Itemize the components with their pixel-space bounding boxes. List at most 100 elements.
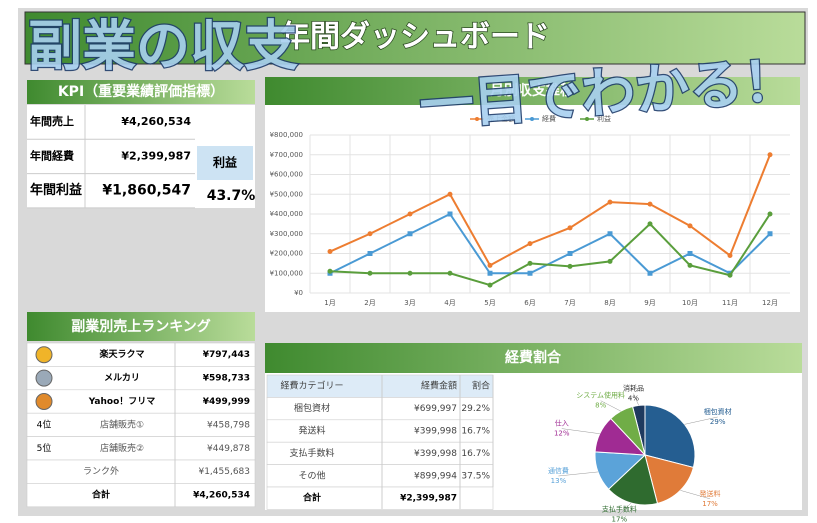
table-cell: ¥899,994	[414, 471, 457, 481]
ranking-amount: ¥499,999	[203, 397, 250, 407]
ranking-name: Yahoo！フリマ	[88, 396, 156, 407]
ranking-amount: ¥449,878	[207, 444, 250, 454]
overlay-text: 副業の収支	[28, 15, 298, 78]
y-tick-label: ¥700,000	[270, 151, 303, 159]
pie-slice	[607, 454, 659, 506]
table-cell: その他	[298, 469, 325, 481]
point	[767, 152, 773, 158]
x-tick-label: 5月	[484, 299, 495, 307]
kpi-label: 年間利益	[30, 182, 82, 198]
x-tick-label: 8月	[604, 299, 615, 307]
point	[447, 211, 453, 217]
leader-line	[619, 502, 632, 515]
y-tick-label: ¥300,000	[270, 230, 303, 238]
ranking-name: ランク外	[83, 465, 119, 477]
point	[567, 225, 573, 231]
pie-label: 消耗品	[623, 383, 644, 392]
point	[447, 270, 453, 276]
pie-slice	[610, 405, 646, 456]
table-cell: 29.2%	[461, 404, 490, 414]
pie-value-label: 8%	[595, 402, 606, 410]
point	[567, 251, 573, 256]
kpi-header	[27, 80, 255, 104]
leader-line	[561, 428, 600, 434]
legend-marker	[585, 117, 589, 121]
kpi-label: 年間経費	[30, 148, 74, 162]
point	[647, 221, 653, 227]
kpi-value: ¥1,860,547	[102, 183, 191, 199]
y-tick-label: ¥400,000	[270, 210, 303, 218]
dashboard-title: 年間ダッシュボード	[280, 20, 550, 55]
legend-label: 経費	[542, 114, 556, 123]
y-tick-label: ¥800,000	[270, 131, 303, 139]
point	[407, 231, 413, 237]
point	[367, 231, 373, 237]
x-tick-label: 3月	[404, 299, 415, 307]
ranking-amount: ¥1,455,683	[198, 467, 250, 477]
ranking-name: メルカリ	[104, 373, 140, 384]
table-cell: ¥399,998	[414, 427, 457, 437]
point	[367, 270, 373, 276]
ranking-name: 合計	[92, 489, 110, 501]
point	[367, 251, 373, 256]
legend-marker	[475, 117, 479, 121]
ranking-amount: ¥797,443	[203, 350, 250, 360]
table-cell: 梱包資材	[294, 402, 330, 414]
point	[687, 223, 693, 229]
point	[487, 282, 493, 288]
table-cell: ¥399,998	[414, 449, 457, 459]
margin-value: 43.7%	[207, 188, 256, 204]
rank-label: 5位	[37, 442, 52, 454]
legend-label: 売上金額	[487, 114, 515, 123]
pie-label: 通信費	[548, 466, 569, 475]
rank-label: 4位	[37, 418, 52, 430]
y-tick-label: ¥100,000	[270, 269, 303, 277]
pie-label: 梱包資材	[704, 407, 732, 416]
ranking-name: 楽天ラクマ	[99, 348, 144, 360]
leader-line	[600, 400, 622, 412]
point	[687, 262, 693, 268]
ranking-amount: ¥458,798	[207, 420, 250, 430]
pie-label: システム使用料	[576, 391, 625, 400]
x-tick-label: 11月	[722, 299, 738, 307]
kpi-label: 年間売上	[30, 114, 74, 128]
expense-header	[265, 343, 802, 373]
pie-value-label: 29%	[710, 418, 726, 426]
y-tick-label: ¥200,000	[270, 250, 303, 258]
table-row	[266, 486, 494, 510]
line-title: 月別収支推移	[489, 82, 574, 99]
pie-value-label: 12%	[554, 430, 570, 438]
pie-label: 支払手数料	[602, 505, 637, 514]
x-tick-label: 10月	[682, 299, 698, 307]
x-tick-label: 6月	[524, 299, 535, 307]
series-line	[329, 212, 771, 275]
ranking-title: 副業別売上ランキング	[71, 318, 211, 335]
y-tick-label: ¥500,000	[270, 190, 303, 198]
margin-box	[197, 146, 253, 180]
kpi-value: ¥4,260,534	[121, 115, 191, 128]
table-cell: 割合	[472, 380, 490, 392]
leader-line	[684, 416, 718, 425]
point	[527, 270, 533, 276]
pie-value-label: 13%	[551, 477, 567, 485]
ranking-row	[26, 483, 256, 508]
pie-label: 仕入	[555, 419, 569, 428]
kpi-value: ¥2,399,987	[121, 149, 191, 162]
ranking-amount: ¥598,733	[203, 374, 250, 384]
medal-icon	[35, 369, 53, 387]
expense-title: 経費割合	[505, 349, 562, 366]
point	[607, 199, 613, 205]
x-tick-label: 12月	[762, 299, 778, 307]
x-tick-label: 2月	[364, 299, 375, 307]
point	[767, 211, 773, 217]
table-cell: 16.7%	[461, 449, 490, 459]
point	[607, 231, 613, 237]
table-cell: 発送料	[298, 425, 325, 437]
point	[567, 263, 573, 269]
table-cell: ¥699,997	[414, 404, 457, 414]
point	[527, 260, 533, 266]
series-line	[329, 154, 771, 267]
point	[647, 201, 653, 207]
point	[727, 272, 733, 278]
